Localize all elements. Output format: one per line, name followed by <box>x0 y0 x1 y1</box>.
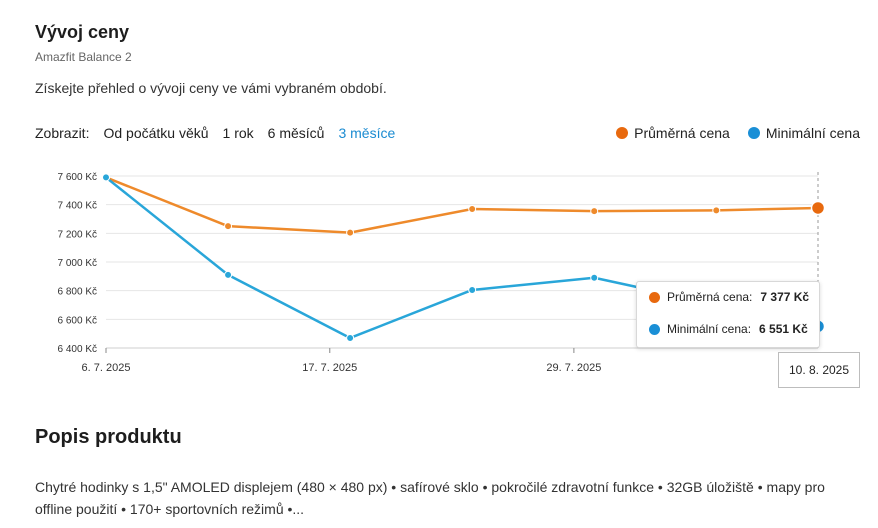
y-tick-label: 6 400 Kč <box>58 344 97 355</box>
legend-avg-dot-icon <box>616 127 629 139</box>
x-tick-label: 6. 7. 2025 <box>82 362 131 374</box>
intro-text: Získejte přehled o vývoji ceny ve vámi v… <box>35 80 387 96</box>
x-tick-label: 17. 7. 2025 <box>302 362 357 374</box>
tooltip-min-label: Minimální cena: <box>667 322 752 336</box>
data-point-avg <box>224 222 233 231</box>
x-tick-label: 29. 7. 2025 <box>546 362 601 374</box>
tooltip-min-row: Minimální cena: 6 551 Kč <box>649 322 808 336</box>
tooltip-min-dot-icon <box>649 323 660 335</box>
range-option-all[interactable]: Od počátku věků <box>103 125 209 141</box>
data-point-min <box>468 285 477 294</box>
legend-item-min[interactable]: Minimální cena <box>747 125 860 141</box>
legend-min-dot-icon <box>747 127 760 139</box>
data-point-min <box>102 173 110 182</box>
data-point-min <box>224 270 233 279</box>
legend-avg-label: Průměrná cena <box>634 125 730 141</box>
data-point-avg <box>468 204 477 213</box>
range-option-6m[interactable]: 6 měsíců <box>267 125 325 141</box>
page-title: Vývoj ceny <box>35 22 130 42</box>
y-tick-label: 7 000 Kč <box>58 258 97 269</box>
hover-date-label: 10. 8. 2025 <box>778 352 860 388</box>
y-tick-label: 6 800 Kč <box>58 287 97 298</box>
data-point-avg <box>712 206 721 215</box>
chart-tooltip: Průměrná cena: 7 377 Kč Minimální cena: … <box>636 281 820 348</box>
product-description: Chytré hodinky s 1,5" AMOLED displejem (… <box>35 479 825 517</box>
series-line-min <box>105 176 819 340</box>
tooltip-avg-label: Průměrná cena: <box>667 290 753 304</box>
range-option-3m[interactable]: 3 měsíce <box>338 125 396 141</box>
product-name: Amazfit Balance 2 <box>35 50 132 64</box>
y-tick-label: 6 600 Kč <box>58 315 97 326</box>
legend-min-label: Minimální cena <box>765 125 860 141</box>
tooltip-avg-row: Průměrná cena: 7 377 Kč <box>649 290 809 304</box>
range-label: Zobrazit: <box>35 125 90 141</box>
range-option-1y[interactable]: 1 rok <box>222 125 254 141</box>
tooltip-avg-value: 7 377 Kč <box>760 290 810 304</box>
data-point-avg <box>810 200 826 216</box>
y-tick-label: 7 400 Kč <box>58 201 97 212</box>
data-point-avg <box>346 228 355 237</box>
data-point-min <box>590 273 599 282</box>
y-tick-label: 7 200 Kč <box>58 229 97 240</box>
data-point-min <box>346 333 355 342</box>
tooltip-min-value: 6 551 Kč <box>759 322 808 336</box>
legend-item-avg[interactable]: Průměrná cena <box>616 125 730 141</box>
range-selector: Zobrazit: Od počátku věků 1 rok 6 měsíců… <box>35 125 409 141</box>
data-point-avg <box>590 207 599 216</box>
chart-legend: Průměrná cena Minimální cena <box>598 125 860 141</box>
section-heading: Popis produktu <box>35 426 182 448</box>
y-tick-label: 7 600 Kč <box>58 172 97 183</box>
tooltip-avg-dot-icon <box>649 291 660 303</box>
